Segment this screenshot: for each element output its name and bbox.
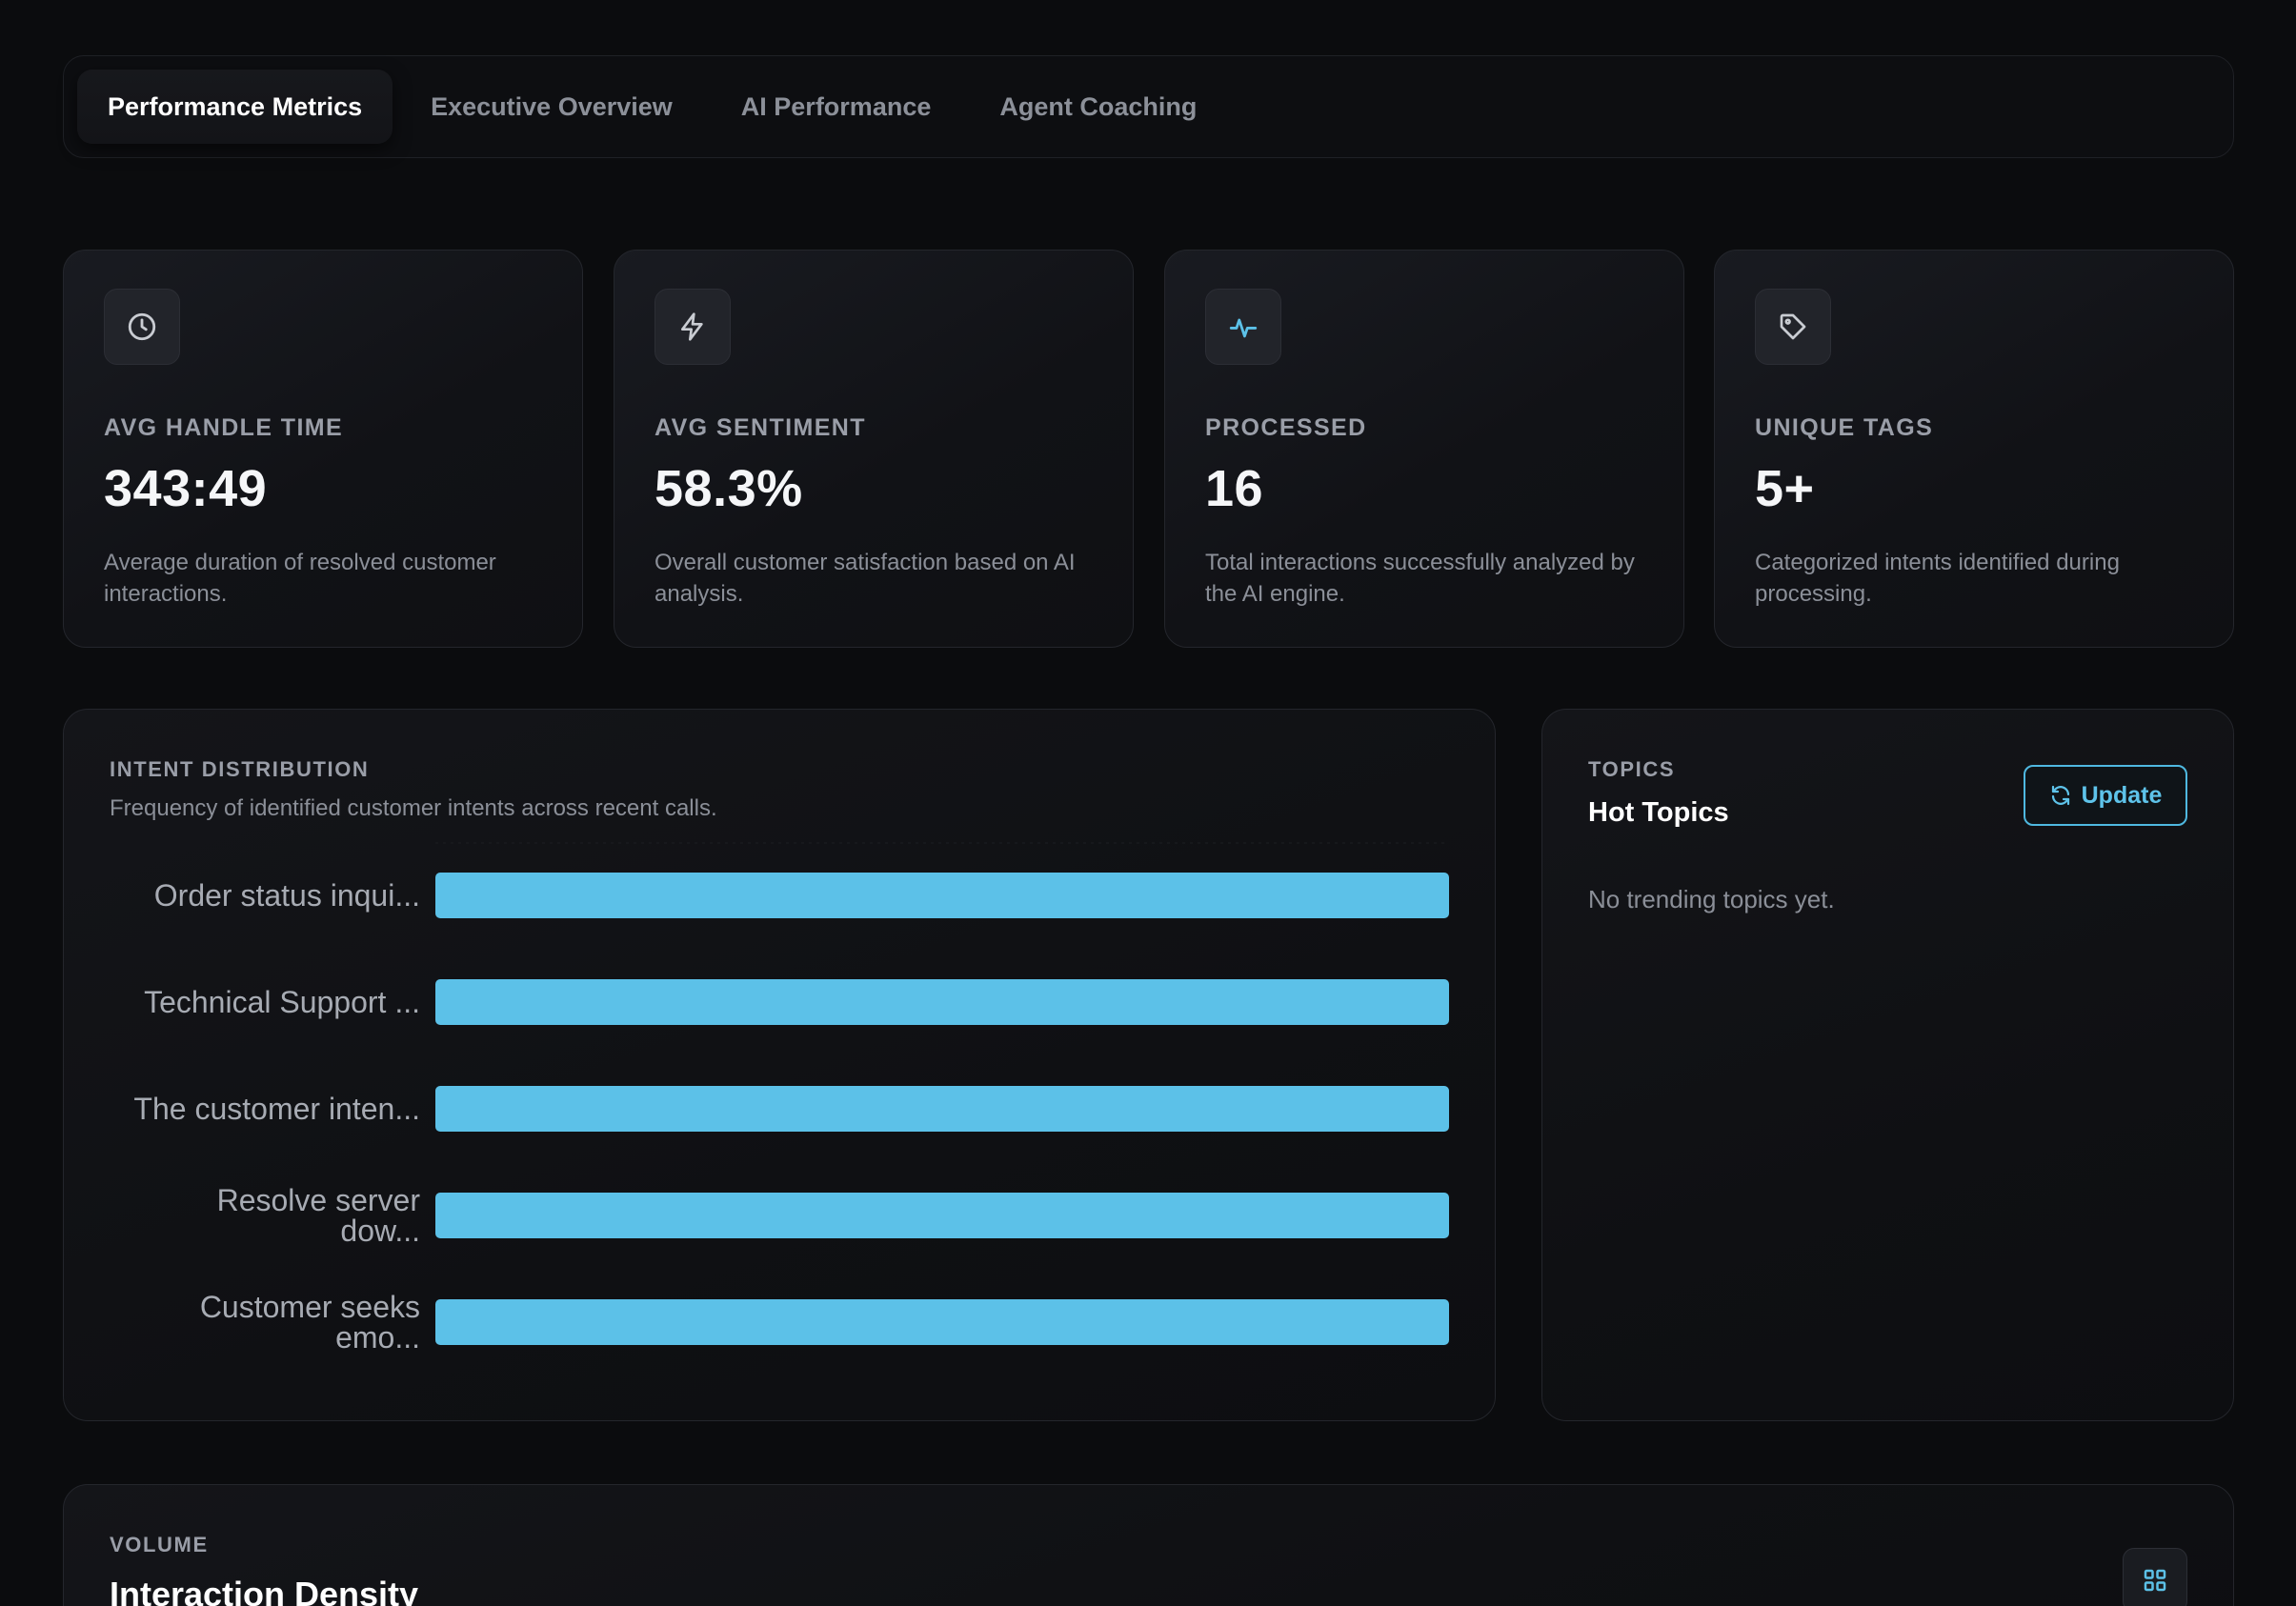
update-button-label: Update (2081, 781, 2163, 809)
metric-label: AVG SENTIMENT (655, 414, 866, 441)
chart-category-label-line: The customer inten... (133, 1092, 420, 1126)
hot-topics-panel: TOPICS Hot Topics Update No trending top… (1541, 709, 2234, 1421)
metric-card-processed: PROCESSED 16 Total interactions successf… (1164, 250, 1684, 648)
intent-distribution-panel: INTENT DISTRIBUTION Frequency of identif… (63, 709, 1496, 1421)
metric-label: AVG HANDLE TIME (104, 414, 344, 441)
lightning-icon (655, 289, 731, 365)
chart-bar[interactable] (435, 873, 1449, 918)
metric-card-avg-sentiment: AVG SENTIMENT 58.3% Overall customer sat… (614, 250, 1134, 648)
activity-icon (1205, 289, 1281, 365)
metric-cards: AVG HANDLE TIME 343:49 Average duration … (63, 250, 2234, 648)
metric-description: Average duration of resolved customer in… (104, 550, 496, 607)
empty-state-text: No trending topics yet. (1588, 885, 1835, 913)
grid-view-button[interactable] (2123, 1548, 2187, 1606)
chart-category-label: Resolve server dow... (106, 1185, 420, 1246)
chart-bar[interactable] (435, 1193, 1449, 1238)
clock-icon (104, 289, 180, 365)
panel-eyebrow: VOLUME (110, 1533, 209, 1556)
metric-description: Overall customer satisfaction based on A… (655, 550, 1076, 607)
panel-eyebrow: INTENT DISTRIBUTION (110, 757, 370, 781)
chart-category-label: Customer seeks emo... (106, 1292, 420, 1353)
chart-bar[interactable] (435, 979, 1449, 1025)
metric-label: PROCESSED (1205, 414, 1367, 441)
tab-agent-coaching[interactable]: Agent Coaching (999, 91, 1198, 121)
refresh-icon (2051, 785, 2069, 806)
metric-value: 16 (1205, 460, 1264, 517)
metric-card-unique-tags: UNIQUE TAGS 5+ Categorized intents ident… (1714, 250, 2234, 648)
update-button[interactable]: Update (2024, 765, 2187, 826)
chart-category-label: Order status inqui... (106, 880, 420, 911)
chart-category-label-line: dow... (340, 1214, 420, 1248)
chart-category-label-line: emo... (335, 1320, 420, 1355)
panel-title: Interaction Density (110, 1575, 419, 1606)
metric-description: Total interactions successfully analyzed… (1205, 550, 1635, 607)
intent-bar-chart: Order status inqui... Technical Support .… (64, 710, 1497, 1422)
chart-bar[interactable] (435, 1086, 1449, 1132)
chart-category-label-line: Order status inqui... (153, 878, 420, 913)
metric-card-avg-handle-time: AVG HANDLE TIME 343:49 Average duration … (63, 250, 583, 648)
panel-subtitle: Frequency of identified customer intents… (110, 795, 717, 821)
tab-performance-metrics[interactable]: Performance Metrics (77, 70, 393, 144)
panel-title: Hot Topics (1588, 797, 1729, 828)
panel-eyebrow: TOPICS (1588, 757, 1676, 781)
chart-category-label: The customer inten... (106, 1094, 420, 1124)
tab-ai-performance[interactable]: AI Performance (740, 91, 932, 121)
tab-bar: Performance Metrics Executive Overview A… (63, 55, 2234, 158)
metric-value: 58.3% (655, 460, 803, 517)
chart-bar[interactable] (435, 1299, 1449, 1345)
chart-category-label-line: Resolve server (216, 1183, 420, 1217)
interaction-density-panel: VOLUME Interaction Density (63, 1484, 2234, 1606)
tag-icon (1755, 289, 1831, 365)
metric-label: UNIQUE TAGS (1755, 414, 1934, 441)
chart-plot (435, 842, 1449, 1345)
metric-description: Categorized intents identified during pr… (1755, 550, 2120, 607)
chart-category-label-line: Technical Support ... (144, 985, 420, 1019)
chart-category-label: Technical Support ... (106, 987, 420, 1017)
metric-value: 5+ (1755, 460, 1815, 517)
metric-value: 343:49 (104, 460, 268, 517)
grid-icon (2144, 1569, 2166, 1592)
chart-category-label-line: Customer seeks (199, 1290, 420, 1324)
tab-executive-overview[interactable]: Executive Overview (431, 91, 673, 121)
